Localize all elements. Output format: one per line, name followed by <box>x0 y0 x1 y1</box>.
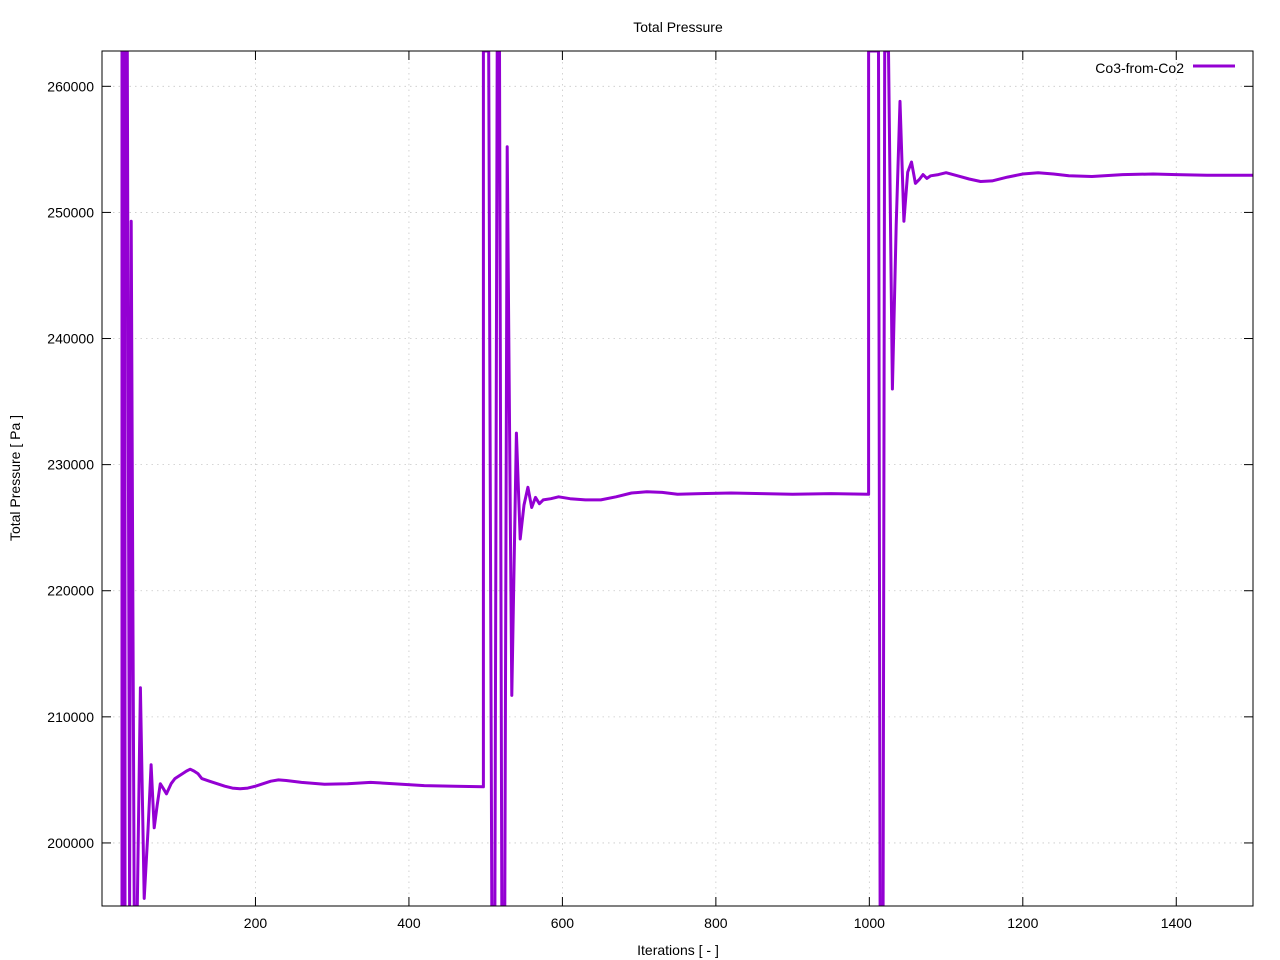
x-tick-label: 600 <box>551 915 575 931</box>
y-tick-label: 250000 <box>47 204 94 220</box>
axis-ticks <box>102 51 1253 906</box>
chart-title: Total Pressure <box>633 19 723 35</box>
plot-frame <box>101 50 1254 907</box>
x-tick-label: 400 <box>397 915 421 931</box>
y-tick-label: 220000 <box>47 583 94 599</box>
legend-entry-label: Co3-from-Co2 <box>1095 60 1184 76</box>
x-tick-label: 1000 <box>854 915 885 931</box>
legend: Co3-from-Co2 <box>1095 60 1235 76</box>
y-axis-label: Total Pressure [ Pa ] <box>7 415 23 541</box>
y-tick-label: 230000 <box>47 457 94 473</box>
x-tick-label: 1200 <box>1007 915 1038 931</box>
y-tick-label: 240000 <box>47 331 94 347</box>
x-tick-label: 200 <box>244 915 268 931</box>
x-tick-label: 800 <box>704 915 728 931</box>
x-tick-label: 1400 <box>1161 915 1192 931</box>
y-tick-label: 210000 <box>47 709 94 725</box>
plot-area <box>120 51 1253 906</box>
y-tick-label: 260000 <box>47 78 94 94</box>
y-tick-label: 200000 <box>47 835 94 851</box>
tick-labels: 200 400 600 800 1000 1200 1400 200000 210000 2200… <box>47 78 1192 931</box>
x-axis-label: Iterations [ - ] <box>637 942 719 958</box>
series-line-co3-from-co2 <box>120 51 1253 906</box>
